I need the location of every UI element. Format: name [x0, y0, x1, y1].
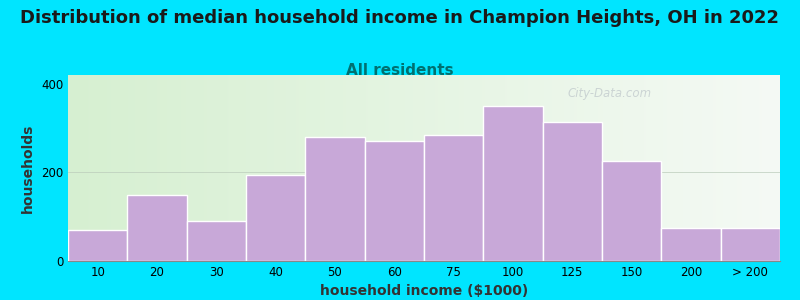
Bar — [662, 228, 721, 261]
Text: Distribution of median household income in Champion Heights, OH in 2022: Distribution of median household income … — [21, 9, 779, 27]
Bar — [365, 141, 424, 261]
Text: All residents: All residents — [346, 63, 454, 78]
Y-axis label: households: households — [22, 123, 35, 213]
Bar — [186, 221, 246, 261]
Bar — [246, 175, 306, 261]
Bar — [483, 106, 542, 261]
Bar — [306, 137, 365, 261]
Bar — [602, 161, 662, 261]
Text: City-Data.com: City-Data.com — [567, 87, 651, 100]
Bar — [127, 195, 186, 261]
Bar — [68, 230, 127, 261]
X-axis label: household income ($1000): household income ($1000) — [320, 284, 528, 298]
Bar — [424, 135, 483, 261]
Bar — [721, 228, 780, 261]
Bar — [542, 122, 602, 261]
